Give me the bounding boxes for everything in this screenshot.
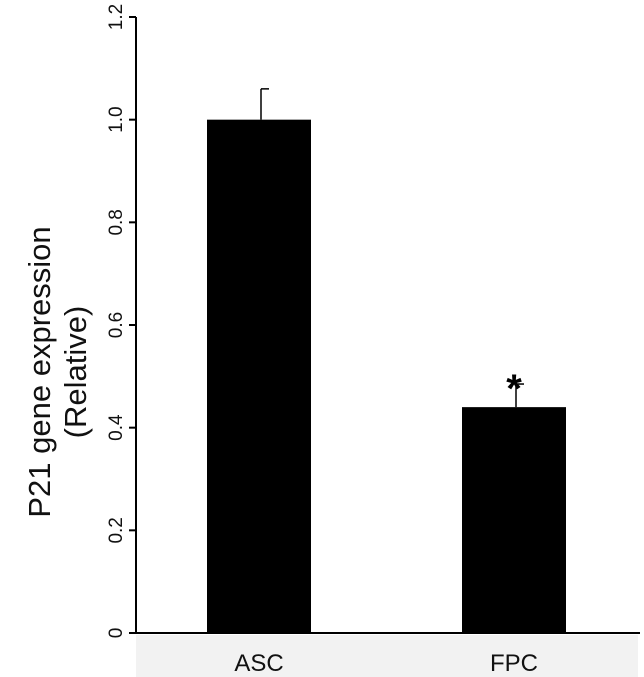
bar-asc: [207, 119, 311, 633]
y-tick-label: 0.2: [106, 517, 127, 543]
y-tick-label: 1.0: [106, 106, 127, 132]
x-tick-label: ASC: [234, 650, 283, 677]
y-tick-label: 0.8: [106, 209, 127, 235]
y-tick-label: 1.2: [106, 4, 127, 30]
bar-fpc: [462, 407, 566, 633]
y-axis-title-line-2: (Relative): [58, 306, 93, 439]
y-tick-label: 0.4: [106, 414, 127, 441]
significance-asterisk: *: [506, 367, 522, 411]
x-axis-label-band: [136, 635, 638, 677]
y-tick-label: 0.6: [106, 312, 127, 338]
y-axis-title: P21 gene expression (Relative): [22, 226, 93, 517]
x-tick-label: FPC: [490, 650, 538, 677]
y-tick-label: 0: [106, 628, 127, 639]
y-axis-title-line-1: P21 gene expression: [22, 226, 57, 517]
plot-area: 0 0.2 0.4 0.6 0.8 1.0 1.2 ASC FPC *: [106, 4, 640, 677]
